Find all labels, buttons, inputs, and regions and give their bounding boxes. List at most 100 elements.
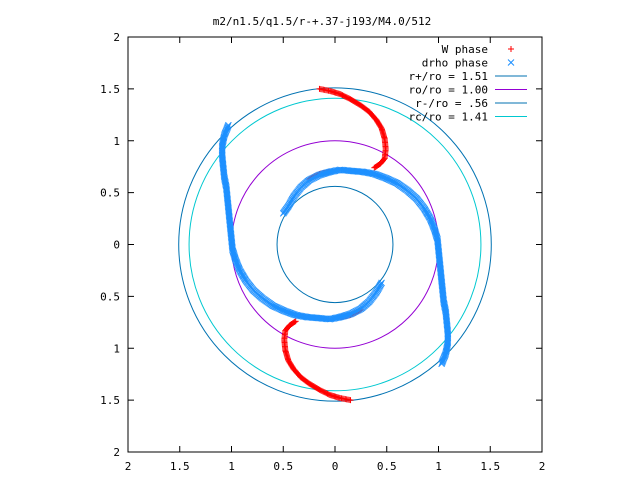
marker-d2 <box>231 253 238 260</box>
marker-d2 <box>376 172 384 180</box>
marker-d2 <box>220 172 228 180</box>
marker-d2 <box>431 226 439 234</box>
marker-d2 <box>291 311 298 318</box>
marker-d2 <box>380 173 387 181</box>
legend-label: rc/ro = 1.41 <box>409 111 488 124</box>
marker-d2 <box>441 303 449 311</box>
y-tick-label: 0.5 <box>100 187 120 200</box>
marker-d2 <box>284 308 292 316</box>
legend-label: r+/ro = 1.51 <box>409 70 488 83</box>
data-point <box>231 255 239 263</box>
marker-d2 <box>432 230 440 237</box>
marker-d2 <box>283 308 290 316</box>
marker-d2 <box>374 171 382 179</box>
marker-d2 <box>433 233 441 241</box>
marker-d2 <box>288 310 296 318</box>
legend-label: drho phase <box>422 57 488 70</box>
data-point <box>317 171 324 178</box>
marker-d2 <box>282 307 289 315</box>
marker-d2 <box>431 227 439 235</box>
x-tick-label: 0 <box>332 460 339 473</box>
marker-d2 <box>290 310 297 318</box>
data-point <box>371 164 378 171</box>
marker-d2 <box>373 171 380 179</box>
marker-d2 <box>346 311 353 318</box>
data-point <box>318 170 326 178</box>
marker-d2 <box>231 255 239 263</box>
marker-d2 <box>230 250 238 258</box>
chart-title: m2/n1.5/q1.5/r-+.37-j193/M4.0/512 <box>213 15 432 28</box>
x-tick-label: 1 <box>435 460 442 473</box>
data-point <box>431 226 439 234</box>
marker-d2 <box>433 234 441 242</box>
y-tick-label: 1 <box>113 135 120 148</box>
marker-d2 <box>231 254 239 262</box>
marker-d2 <box>442 308 450 316</box>
marker-d2 <box>285 309 293 316</box>
legend-label: ro/ro = 1.00 <box>409 84 488 97</box>
circle-0 <box>178 87 492 402</box>
marker-d2 <box>441 305 449 313</box>
data-point <box>372 164 379 171</box>
marker-d2 <box>432 231 440 239</box>
y-tick-label: 2 <box>113 446 120 459</box>
marker-d2 <box>382 174 390 182</box>
marker-d2 <box>434 235 441 243</box>
marker-d2 <box>230 252 238 259</box>
x-tick-label: 2 <box>125 460 132 473</box>
data-point <box>292 318 299 325</box>
y-tick-label: 1 <box>113 342 120 355</box>
x-tick-label: 1 <box>228 460 235 473</box>
marker-d2 <box>229 248 237 256</box>
y-tick-label: 1.5 <box>100 83 120 96</box>
marker-d2 <box>220 173 228 181</box>
data-series <box>218 85 452 404</box>
legend-marker <box>508 46 514 52</box>
marker-d2 <box>279 210 287 217</box>
data-point <box>344 311 352 319</box>
marker-d2 <box>507 59 515 66</box>
marker-d2 <box>221 177 229 185</box>
y-tick-label: 0 <box>113 239 120 252</box>
data-point <box>291 318 298 325</box>
marker-d2 <box>287 310 295 317</box>
legend-marker <box>507 59 515 66</box>
marker-d2 <box>378 173 386 181</box>
data-point <box>346 311 353 318</box>
data-point <box>279 210 287 217</box>
circle-2 <box>276 185 394 304</box>
circle-3 <box>188 97 482 392</box>
marker-d2 <box>375 172 383 179</box>
y-tick-label: 1.5 <box>100 394 120 407</box>
marker-d2 <box>441 302 448 309</box>
marker-d2 <box>377 173 385 180</box>
marker-d2 <box>230 249 237 257</box>
marker-d2 <box>222 180 229 187</box>
marker-d2 <box>221 178 229 186</box>
marker-d2 <box>372 171 379 178</box>
x-tick-label: 0.5 <box>273 460 293 473</box>
marker-d2 <box>378 279 385 287</box>
x-tick-label: 1.5 <box>170 460 190 473</box>
marker-d2 <box>280 307 288 315</box>
y-tick-label: 0.5 <box>100 290 120 303</box>
x-axis: 2 1.5 1 0.5 0 0.5 1 1.5 2 <box>125 37 546 473</box>
marker-d2 <box>221 175 228 182</box>
marker-d2 <box>317 171 324 178</box>
marker-d2 <box>229 246 236 254</box>
marker-d2 <box>318 170 326 178</box>
x-tick-label: 0.5 <box>377 460 397 473</box>
marker-d2 <box>286 309 294 317</box>
x-tick-label: 2 <box>539 460 546 473</box>
series-0 <box>281 85 389 404</box>
series-1 <box>218 121 452 368</box>
marker-d2 <box>432 229 439 236</box>
marker-d2 <box>221 176 229 184</box>
y-tick-label: 2 <box>113 31 120 44</box>
marker-d2 <box>229 247 237 255</box>
marker-d2 <box>344 311 352 319</box>
legend-label: W phase <box>442 43 488 56</box>
legend-label: r-/ro = .56 <box>415 97 488 110</box>
